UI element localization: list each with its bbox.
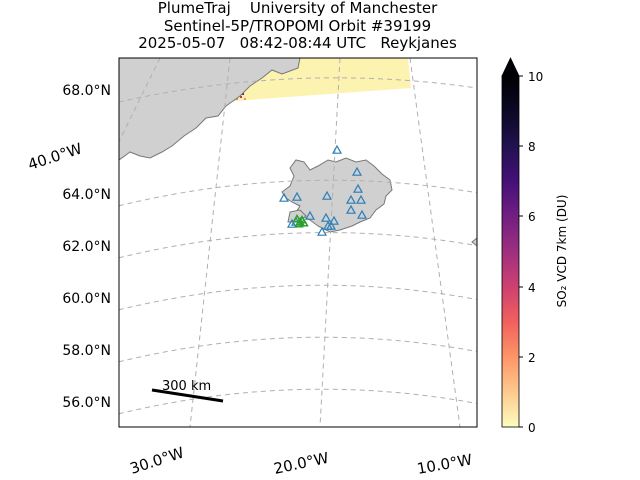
map-frame: [118, 57, 478, 428]
title-line-1: PlumeTraj University of Manchester: [157, 0, 438, 17]
scale-bar: [151, 388, 224, 403]
volcano-marker: [286, 218, 298, 228]
graticule: [119, 58, 477, 427]
colorbar-tick-4: 4: [528, 281, 536, 295]
volcano-marker: [331, 144, 343, 154]
volcano-marker: [351, 166, 363, 176]
colorbar-extend-arrow: [501, 57, 520, 77]
norway-coast: [471, 237, 477, 247]
greenland-landmass: [119, 58, 301, 161]
volcano-marker: [291, 191, 303, 201]
lon-label-20w: 20.0°W: [272, 449, 330, 478]
volcano-markers: [278, 144, 368, 236]
volcano-marker: [356, 209, 368, 219]
lat-label-58: 58.0°N: [62, 343, 111, 359]
title-line-2: Sentinel-5P/TROPOMI Orbit #39199: [163, 16, 432, 35]
colorbar-tick-10: 10: [528, 70, 543, 84]
colorbar-tick-6: 6: [528, 210, 536, 224]
volcano-marker: [352, 183, 364, 193]
lat-label-68: 68.0°N: [62, 83, 111, 99]
lon-label-10w: 10.0°W: [416, 451, 474, 478]
colorbar-gradient: [501, 75, 520, 428]
reykjanes-source-markers: [292, 213, 309, 228]
title-line-3: 2025-05-07 08:42-08:44 UTC Reykjanes: [138, 34, 457, 52]
volcano-marker: [325, 220, 337, 230]
lat-label-64: 64.0°N: [62, 187, 111, 203]
volcano-marker: [316, 226, 328, 236]
volcano-marker: [320, 212, 332, 222]
map-title: PlumeTraj University of Manchester Senti…: [0, 0, 595, 53]
volcano-marker: [328, 215, 340, 225]
volcano-marker: [345, 204, 357, 214]
colorbar-tick-2: 2: [528, 351, 536, 365]
colorbar: 0 2 4 6 8 10 SO₂ VCD 7km (DU): [501, 57, 569, 435]
source-marker: [299, 217, 309, 227]
volcano-marker: [304, 210, 316, 220]
colorbar-label: SO₂ VCD 7km (DU): [555, 195, 569, 308]
source-marker: [294, 218, 304, 228]
source-marker: [292, 213, 302, 223]
lat-label-62: 62.0°N: [62, 239, 111, 255]
lat-label-60: 60.0°N: [62, 291, 111, 307]
volcano-marker: [278, 192, 290, 202]
volcano-marker: [345, 194, 357, 204]
colorbar-tick-0: 0: [528, 421, 536, 435]
lat-label-56: 56.0°N: [62, 395, 111, 411]
scale-bar-label: 300 km: [162, 379, 211, 394]
lon-label-40w: 40.0°W: [26, 139, 85, 173]
volcano-marker: [355, 194, 367, 204]
volcano-marker: [321, 190, 333, 200]
colorbar-tick-8: 8: [528, 140, 536, 154]
map-area: 300 km: [119, 58, 477, 427]
lon-label-30w: 30.0°W: [128, 443, 187, 477]
